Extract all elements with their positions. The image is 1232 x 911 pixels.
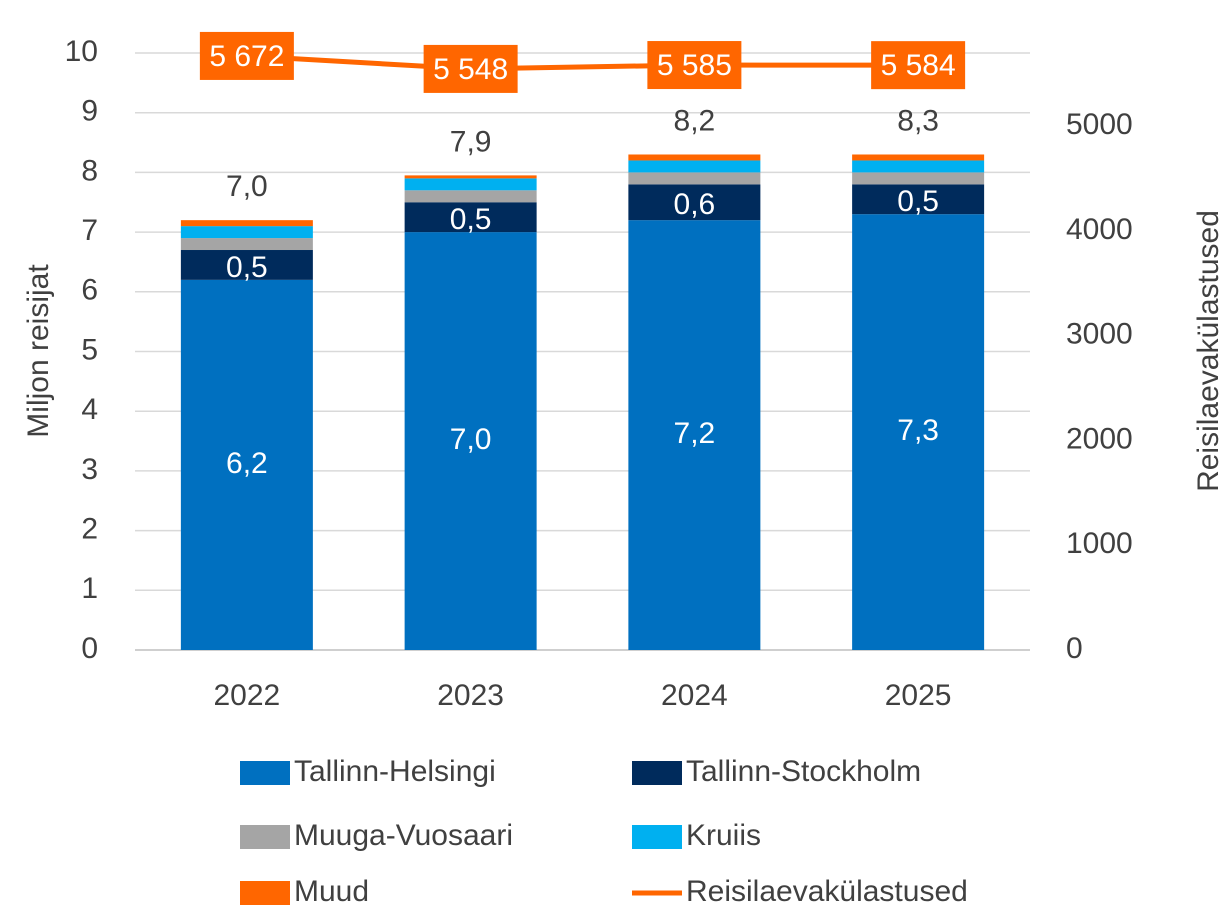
data-label-box [647,41,742,90]
y-tick-label: 3 [81,453,98,486]
legend-swatch [240,761,290,785]
bar-segment [628,184,761,221]
y-tick-label: 8 [81,154,98,187]
legend-label: Kruiis [686,819,761,852]
bar-segment [404,232,537,650]
bar-segment [180,250,313,280]
y-axis-title: Miljon reisijat [22,264,55,438]
bar-segment [404,175,537,179]
line [246,53,919,72]
bar-segment [628,172,761,185]
legend-label: Tallinn-Helsingi [294,755,496,788]
y-tick-label: 4 [81,393,98,426]
legend-label: Muud [294,875,369,908]
total-label: 8,3 [897,104,939,137]
data-label: 7,0 [450,423,492,456]
legend-label: Reisilaevakülastused [686,875,968,908]
bar-segment [180,238,313,251]
bar-segment [404,178,537,191]
data-label-box [423,44,518,93]
y-tick-label: 2 [81,513,98,546]
bar-segment [852,160,985,173]
x-tick-label: 2022 [214,679,281,712]
bar-segment [180,279,313,650]
data-label-box [871,41,966,90]
y2-tick-label: 2000 [1066,422,1133,455]
data-label: 0,6 [674,188,716,221]
data-label: 0,5 [450,203,492,236]
y-tick-label: 0 [81,632,98,665]
y-tick-label: 7 [81,214,98,247]
data-label-box [199,31,294,80]
y2-tick-label: 3000 [1066,318,1133,351]
bar-segment [180,220,313,227]
y-tick-label: 5 [81,333,98,366]
bar-segment [852,214,985,650]
legend-label: Tallinn-Stockholm [686,755,921,788]
legend-swatch [240,825,290,849]
x-tick-label: 2024 [661,679,728,712]
data-label: 5 672 [209,40,284,73]
bar-segment [628,154,761,161]
legend-swatch [632,761,682,785]
legend-swatch [240,881,290,905]
data-label: 6,2 [226,447,268,480]
y-tick-label: 10 [65,35,98,68]
data-label: 7,3 [897,414,939,447]
legend-swatch [632,825,682,849]
data-label: 5 548 [433,53,508,86]
x-tick-label: 2023 [437,679,504,712]
total-label: 7,0 [226,170,268,203]
total-label: 8,2 [674,104,716,137]
bar-segment [628,220,761,650]
data-label: 5 584 [881,49,956,82]
data-label: 5 585 [657,49,732,82]
y-tick-label: 6 [81,274,98,307]
bar-segment [404,190,537,203]
y2-tick-label: 0 [1066,632,1083,665]
bar-segment [852,172,985,185]
y2-tick-label: 4000 [1066,213,1133,246]
y2-tick-label: 1000 [1066,527,1133,560]
bar-segment [180,226,313,239]
bar-segment [404,202,537,233]
bar-segment [852,184,985,215]
bar-segment [628,160,761,173]
y2-axis-title: Reisilaevakülastused [1192,210,1225,492]
legend-label: Muuga-Vuosaari [294,819,513,852]
y-tick-label: 1 [81,572,98,605]
y2-tick-label: 5000 [1066,108,1133,141]
x-tick-label: 2025 [885,679,952,712]
data-label: 0,5 [226,251,268,284]
data-label: 7,2 [674,417,716,450]
total-label: 7,9 [450,125,492,158]
y-tick-label: 9 [81,95,98,128]
data-label: 0,5 [897,185,939,218]
bar-segment [852,154,985,161]
